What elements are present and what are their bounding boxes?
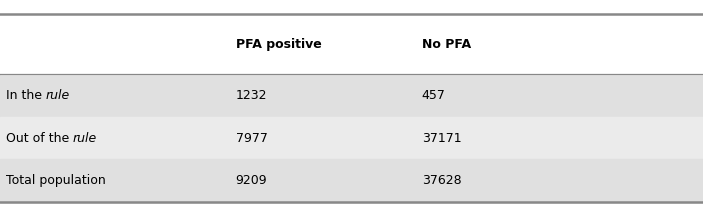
Text: Total population: Total population bbox=[6, 174, 105, 187]
Text: 457: 457 bbox=[422, 89, 446, 102]
Text: Out of the: Out of the bbox=[6, 131, 73, 145]
Text: PFA positive: PFA positive bbox=[236, 38, 321, 51]
Text: In the: In the bbox=[6, 89, 46, 102]
Bar bbox=[0, 14, 703, 74]
Bar bbox=[0, 74, 703, 117]
Text: No PFA: No PFA bbox=[422, 38, 471, 51]
Text: rule: rule bbox=[73, 131, 97, 145]
Text: 9209: 9209 bbox=[236, 174, 267, 187]
Bar bbox=[0, 117, 703, 159]
Bar bbox=[0, 159, 703, 202]
Text: 37628: 37628 bbox=[422, 174, 461, 187]
Text: 37171: 37171 bbox=[422, 131, 461, 145]
Text: 1232: 1232 bbox=[236, 89, 267, 102]
Text: 7977: 7977 bbox=[236, 131, 267, 145]
Text: rule: rule bbox=[46, 89, 70, 102]
